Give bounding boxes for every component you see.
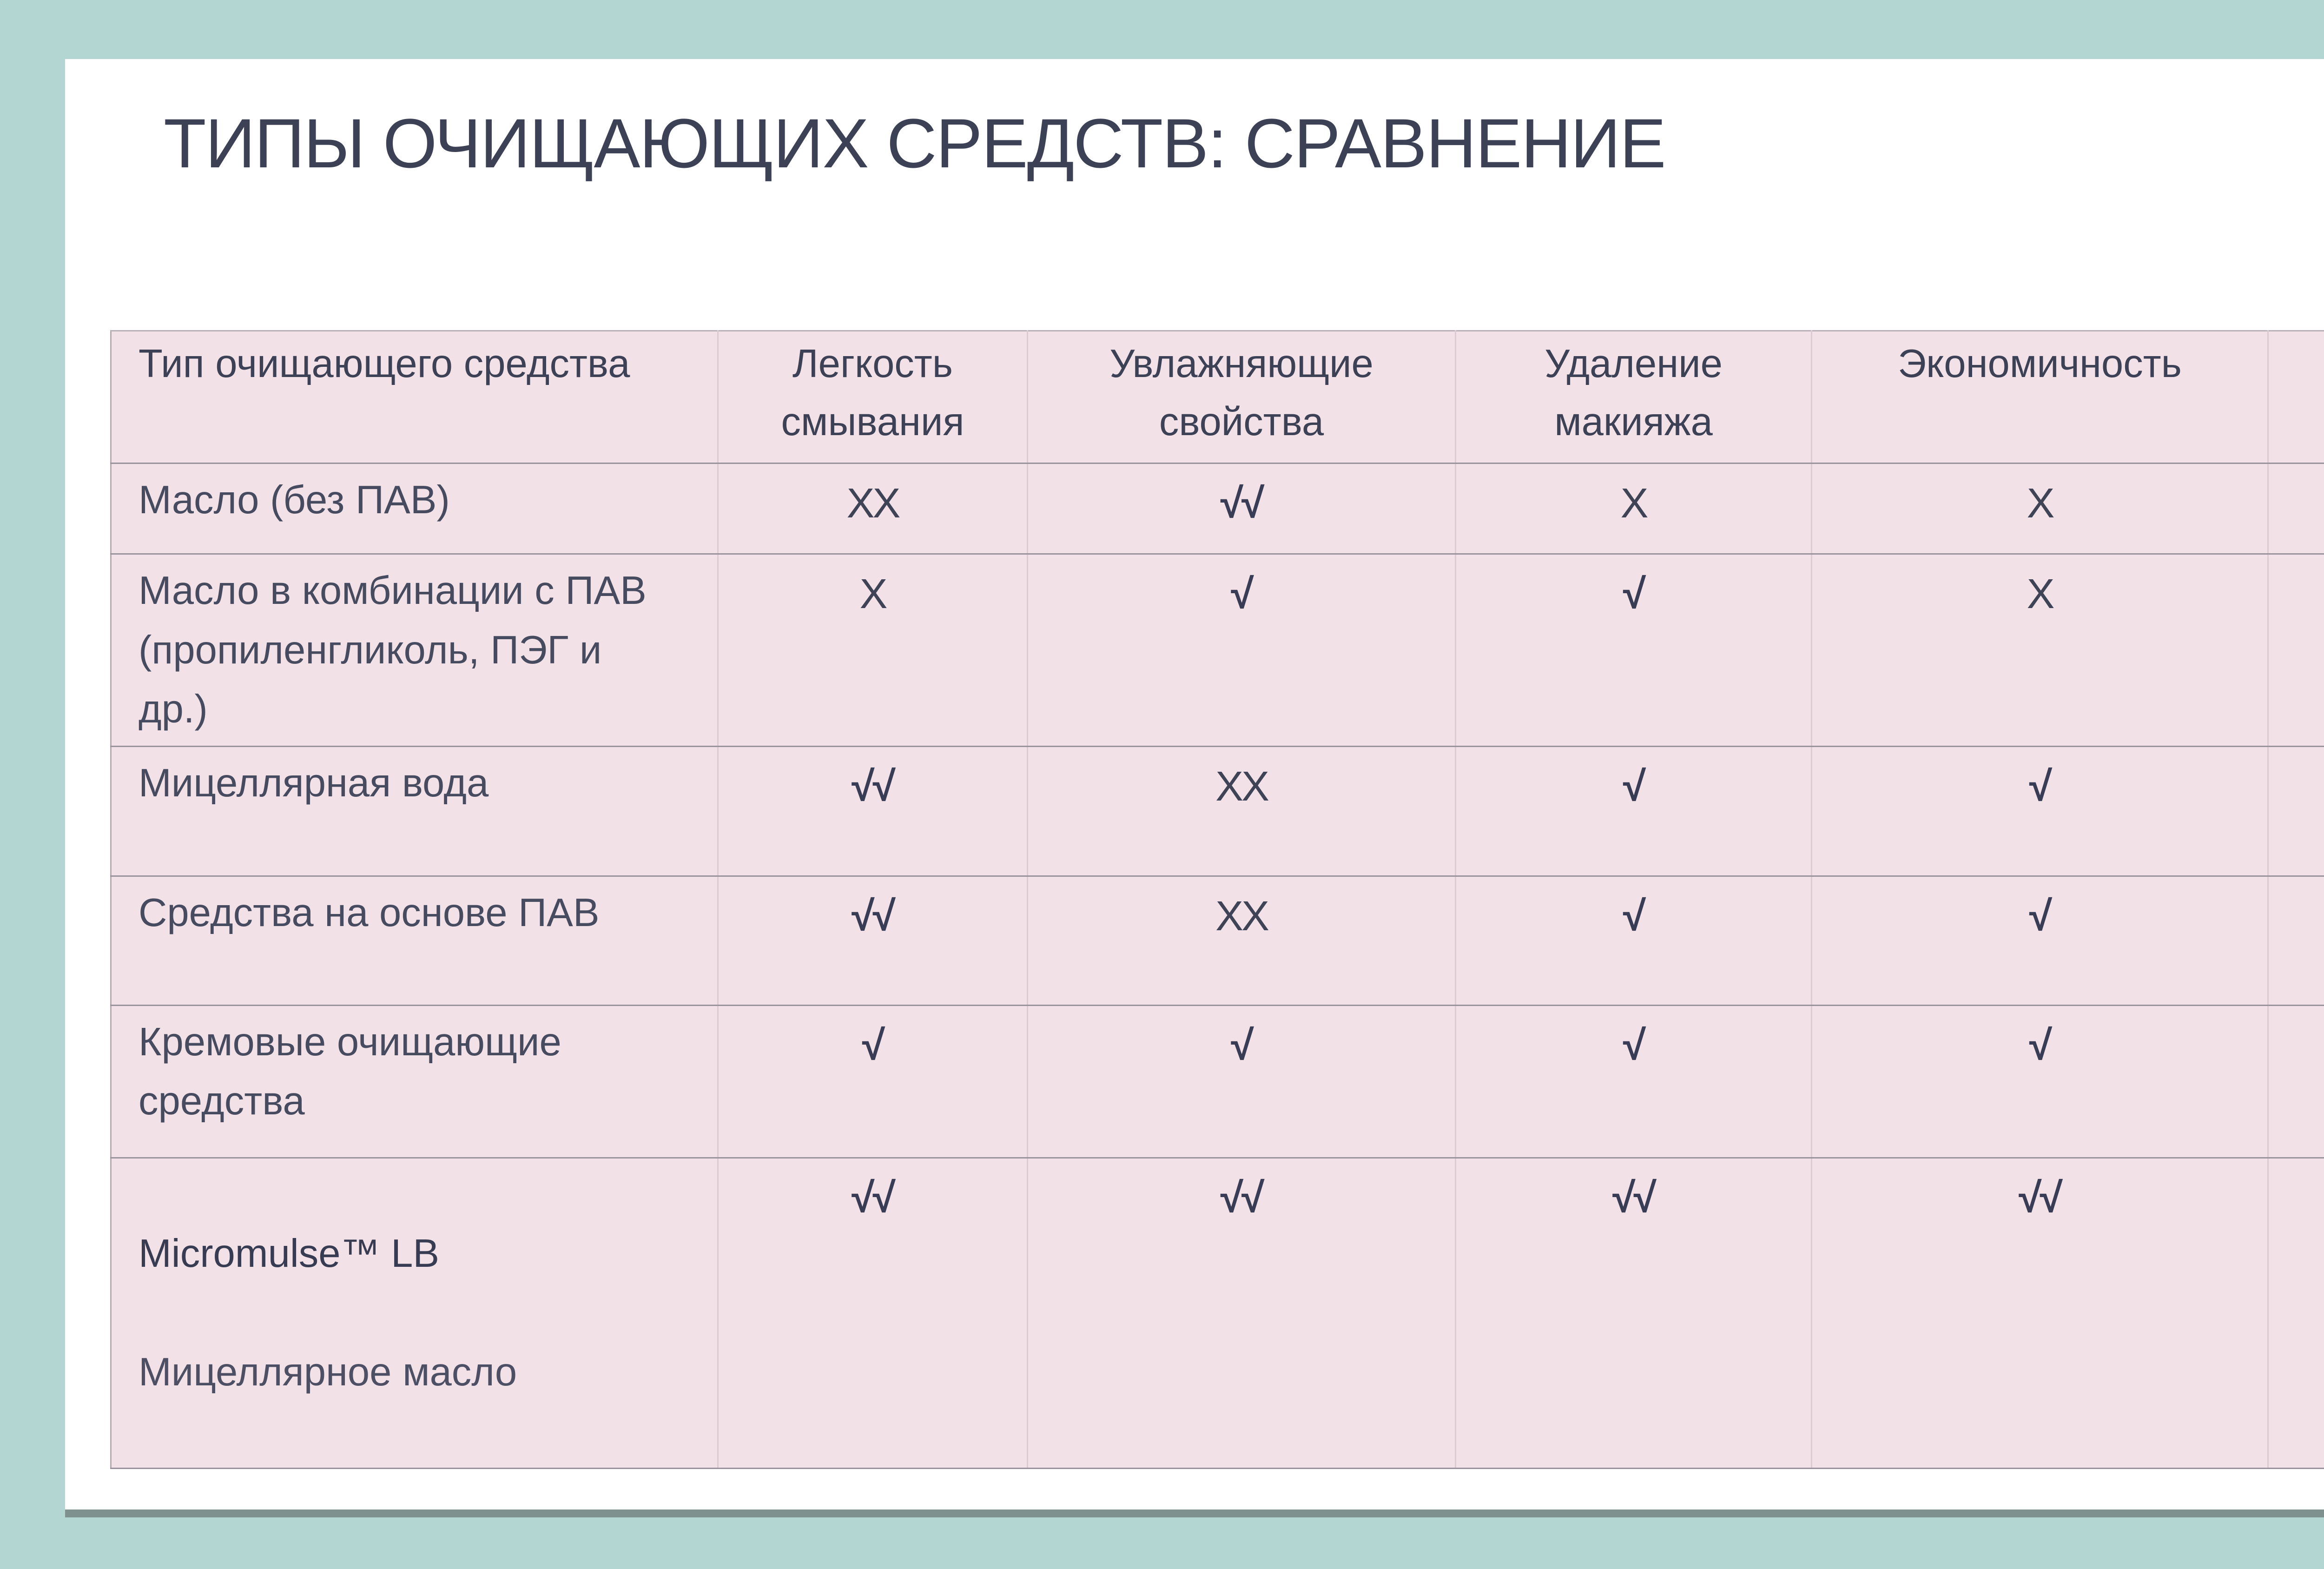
row-label: Масло (без ПАВ) bbox=[110, 463, 719, 555]
slide-title: ТИПЫ ОЧИЩАЮЩИХ СРЕДСТВ: СРАВНЕНИЕ bbox=[164, 104, 1666, 182]
row-label: Масло в комбинации с ПАВ (пропиленгликол… bbox=[110, 553, 719, 747]
table-row: Масло в комбинации с ПАВ (пропиленгликол… bbox=[110, 553, 2324, 747]
row-label: Кремовые очищающие средства bbox=[110, 1004, 719, 1159]
cell-value: √ bbox=[1455, 875, 1812, 1006]
cell-value: √ bbox=[2267, 745, 2324, 877]
table-row: Кремовые очищающие средства √ √ √ √ XX bbox=[110, 1004, 2324, 1159]
cell-value: √√ bbox=[2267, 1157, 2324, 1469]
comparison-table: Тип очищающего средства Легкость смывани… bbox=[110, 330, 2324, 1469]
cell-value: √ bbox=[1027, 1004, 1456, 1159]
column-header-transparency: Прозрачность bbox=[2267, 330, 2324, 464]
cell-value: XX bbox=[1027, 875, 1456, 1006]
cell-value: √√ bbox=[717, 875, 1028, 1006]
column-header-type: Тип очищающего средства bbox=[110, 330, 719, 464]
cell-value: √ bbox=[1811, 1004, 2269, 1159]
column-header-rinsability: Легкость смывания bbox=[717, 330, 1028, 464]
cell-value: √√ bbox=[1811, 1157, 2269, 1469]
cell-value: XX bbox=[1027, 745, 1456, 877]
column-header-makeup-removal: Удаление макияжа bbox=[1455, 330, 1812, 464]
row-label: Средства на основе ПАВ bbox=[110, 875, 719, 1006]
cell-value: √√ bbox=[717, 1157, 1028, 1469]
table-row: Micromulse™ LB Мицеллярное масло √√ √√ √… bbox=[110, 1157, 2324, 1469]
slide-shadow-strip bbox=[65, 1509, 2324, 1517]
table-row: Средства на основе ПАВ √√ XX √ √ √ bbox=[110, 875, 2324, 1006]
cell-value: √ bbox=[2267, 463, 2324, 555]
cell-value: X bbox=[1811, 463, 2269, 555]
cell-value: X bbox=[1811, 553, 2269, 747]
table-header-row: Тип очищающего средства Легкость смывани… bbox=[110, 330, 2324, 464]
cell-value: √ bbox=[717, 1004, 1028, 1159]
cell-value: √ bbox=[1811, 745, 2269, 877]
cell-value: √√ bbox=[1027, 1157, 1456, 1469]
product-name: Micromulse™ LB bbox=[139, 1231, 440, 1276]
cell-value: √ bbox=[2267, 553, 2324, 747]
column-header-economy: Экономичность bbox=[1811, 330, 2269, 464]
cell-value: X bbox=[1455, 463, 1812, 555]
cell-value: √√ bbox=[1027, 463, 1456, 555]
row-label: Мицеллярная вода bbox=[110, 745, 719, 877]
cell-value: √ bbox=[1455, 745, 1812, 877]
cell-value: √ bbox=[1455, 553, 1812, 747]
cell-value: X bbox=[717, 553, 1028, 747]
cell-value: √ bbox=[2267, 875, 2324, 1006]
cell-value: √√ bbox=[717, 745, 1028, 877]
product-subtitle: Мицеллярное масло bbox=[139, 1350, 517, 1394]
cell-value: XX bbox=[717, 463, 1028, 555]
table-row: Масло (без ПАВ) XX √√ X X √ bbox=[110, 463, 2324, 555]
cell-value: XX bbox=[2267, 1004, 2324, 1159]
column-header-moisturizing: Увлажняющие свойства bbox=[1027, 330, 1456, 464]
row-label-micromulse: Micromulse™ LB Мицеллярное масло bbox=[110, 1157, 719, 1469]
table-row: Мицеллярная вода √√ XX √ √ √ bbox=[110, 745, 2324, 877]
cell-value: √ bbox=[1027, 553, 1456, 747]
cell-value: √ bbox=[1455, 1004, 1812, 1159]
cell-value: √ bbox=[1811, 875, 2269, 1006]
cell-value: √√ bbox=[1455, 1157, 1812, 1469]
